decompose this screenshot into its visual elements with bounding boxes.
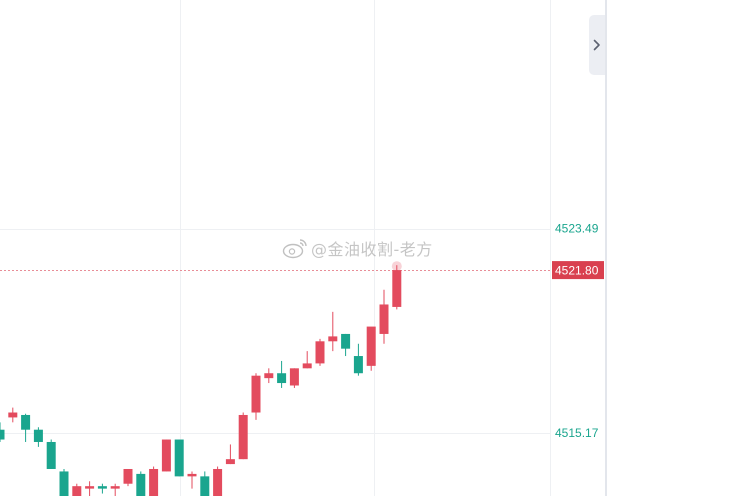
- candle-body: [328, 336, 338, 342]
- candle-body: [136, 473, 146, 496]
- candle-body: [277, 373, 287, 384]
- candle-body: [110, 486, 120, 489]
- candle-body: [161, 439, 171, 472]
- last-price-tag: [552, 261, 604, 280]
- candle-body: [187, 473, 197, 477]
- last-price-label: 4521.80: [555, 264, 599, 278]
- candle-body: [72, 486, 82, 496]
- candle-body: [392, 270, 402, 307]
- collapse-panel-button[interactable]: [589, 15, 605, 75]
- candle-body: [353, 356, 363, 374]
- y-tick-label: 4523.49: [555, 222, 599, 236]
- candle-body: [341, 333, 351, 349]
- candle-body: [251, 375, 261, 413]
- candle-body: [123, 468, 133, 484]
- panel-divider: [605, 0, 607, 496]
- candle-body: [302, 363, 312, 369]
- candle-body: [315, 341, 325, 364]
- candle-body: [85, 486, 95, 489]
- candle-body: [8, 412, 18, 418]
- candle-body: [238, 414, 248, 460]
- candle-body: [289, 368, 299, 386]
- candle-body: [21, 414, 31, 430]
- candle-body: [264, 373, 274, 379]
- candle-body: [174, 439, 184, 477]
- candle-body: [213, 468, 223, 496]
- candle-body: [46, 441, 56, 469]
- candle-body: [0, 429, 5, 440]
- candle-body: [33, 429, 43, 442]
- candle-body: [366, 326, 376, 366]
- side-panel: [607, 0, 737, 496]
- candle-body: [97, 486, 107, 489]
- candle-body: [149, 468, 159, 496]
- candle-body: [59, 471, 69, 496]
- y-tick-label: 4515.17: [555, 426, 599, 440]
- last-candle-glow: [391, 261, 402, 272]
- chevron-right-icon: [593, 39, 600, 51]
- candle-body: [225, 459, 235, 465]
- candle-body: [200, 476, 210, 496]
- candle-body: [379, 304, 389, 334]
